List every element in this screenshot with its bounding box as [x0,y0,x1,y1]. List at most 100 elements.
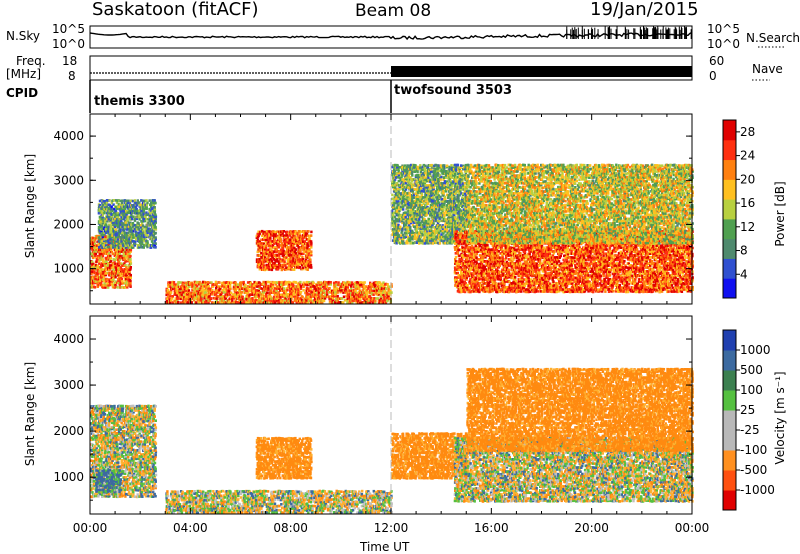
power-echo-cell [334,281,338,284]
power-echo-cell [98,226,102,229]
power-echo-cell [150,229,153,233]
power-echo-cell [223,283,226,286]
power-echo-cell [118,232,121,235]
power-echo-cell [302,260,306,263]
power-echo-cell [102,272,105,275]
power-echo-cell [272,230,276,233]
power-echo-cell [280,238,283,241]
power-echo-cell [203,296,206,300]
power-echo-cell [196,295,199,299]
power-echo-cell [124,201,128,204]
power-echo-cell [105,203,108,206]
power-echo-cell [133,227,137,231]
power-echo-cell [262,299,265,302]
power-echo-cell [297,256,300,259]
power-echo-cell [246,281,250,284]
power-echo-cell [99,215,103,219]
power-echo-cell [222,286,226,290]
power-echo-cell [215,299,218,302]
power-echo-cell [289,230,292,233]
power-echo-cell [170,288,173,292]
power-echo-cell [263,291,266,294]
power-echo-cell [143,225,147,229]
power-echo-cell [154,201,157,205]
power-echo-cell [211,285,215,288]
power-echo-cell [112,264,115,268]
power-echo-cell [301,246,305,249]
power-echo-cell [304,267,307,271]
power-echo-cell [170,299,173,302]
power-echo-cell [293,242,296,245]
power-echo-cell [167,289,170,292]
power-echo-cell [239,298,243,302]
power-echo-cell [112,265,116,269]
power-echo-cell [124,260,127,263]
power-echo-cell [107,284,110,287]
power-echo-cell [304,261,307,265]
power-echo-cell [117,248,120,252]
power-echo-cell [110,276,113,279]
power-echo-cell [102,279,106,283]
power-echo-cell [253,286,256,290]
power-echo-cell [272,250,276,253]
power-echo-cell [254,285,258,288]
power-echo-cell [105,205,109,209]
power-echo-cell [230,301,233,305]
power-echo-cell [107,211,111,215]
power-echo-cell [139,207,142,210]
power-echo-cell [133,240,137,243]
power-echo-cell [108,205,112,209]
power-echo-cell [108,234,112,237]
power-echo-cell [289,261,292,265]
power-echo-cell [110,244,113,247]
power-echo-cell [427,220,430,223]
power-echo-cell [134,230,137,233]
power-echo-cell [101,233,104,237]
power-echo-cell [310,242,313,245]
power-echo-cell [177,300,180,304]
power-echo-cell [306,242,309,245]
power-echo-cell [126,231,130,235]
power-echo-cell [112,244,115,247]
power-echo-cell [257,299,260,302]
power-echo-cell [118,252,122,255]
power-echo-cell [125,248,129,252]
power-echo-cell [114,262,117,266]
power-echo-cell [291,268,294,271]
power-echo-cell [265,252,268,255]
power-echo-cell [110,225,113,229]
power-echo-cell [247,287,250,290]
power-echo-cell [95,234,99,238]
power-echo-cell [243,297,246,301]
power-echo-cell [117,260,121,263]
power-echo-cell [217,294,220,298]
power-echo-cell [118,205,121,208]
power-echo-cell [169,301,172,305]
power-echo-cell [113,231,116,235]
power-echo-cell [200,285,203,288]
power-echo-cell [98,262,101,265]
power-echo-cell [310,234,313,237]
power-echo-cell [133,199,137,202]
power-echo-cell [200,289,203,293]
power-echo-cell [109,241,112,245]
power-echo-cell [115,249,118,252]
power-echo-cell [291,242,294,246]
power-echo-cell [95,246,98,250]
power-echo-cell [206,281,210,284]
power-echo-cell [124,263,127,267]
power-echo-cell [105,252,108,256]
power-echo-cell [293,246,296,250]
power-echo-cell [432,222,435,225]
power-echo-cell [239,293,243,296]
power-echo-cell [90,240,93,243]
power-echo-cell [264,283,268,287]
power-echo-cell [309,260,312,263]
power-echo-cell [215,285,219,288]
power-echo-cell [139,230,142,233]
power-echo-cell [207,287,210,291]
power-echo-cell [265,263,268,267]
power-echo-cell [275,248,278,252]
power-echo-cell [232,287,235,291]
power-echo-cell [310,253,313,257]
